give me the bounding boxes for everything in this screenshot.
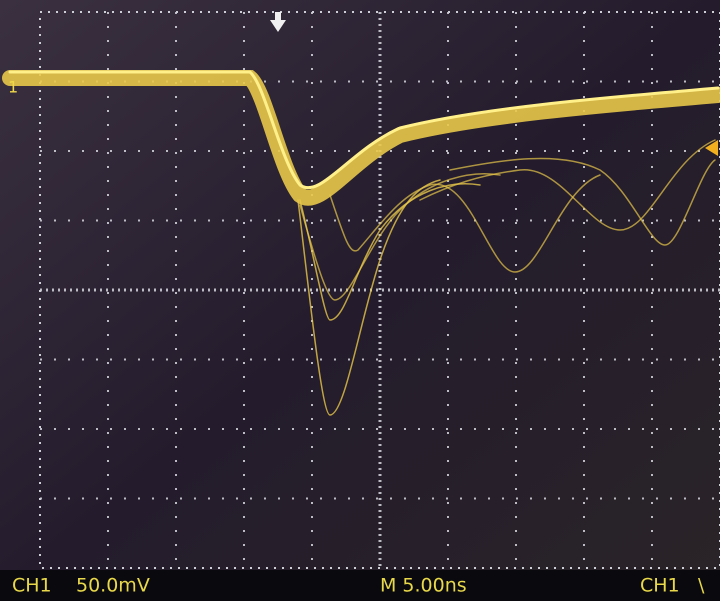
channel-label: CH1 (12, 575, 52, 597)
channel-marker: 1 (8, 78, 18, 97)
volts-per-div: 50.0mV (76, 575, 150, 597)
screen-background (0, 0, 720, 601)
timebase: M 5.00ns (380, 575, 467, 597)
trigger-source: CH1 (640, 575, 680, 597)
oscilloscope-screen: 1 CH1 50.0mV M 5.00ns CH1 \ (0, 0, 720, 601)
trigger-slope: \ (698, 575, 705, 597)
